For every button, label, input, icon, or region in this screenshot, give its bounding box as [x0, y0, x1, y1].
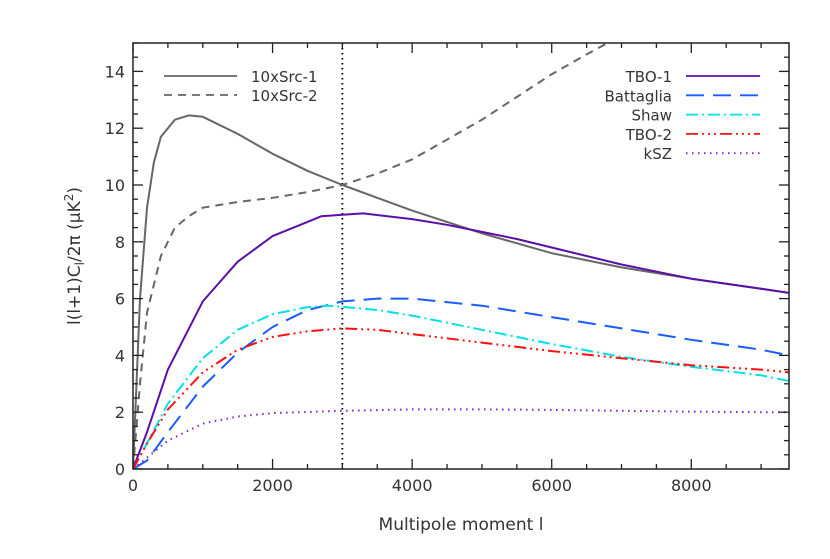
- y-axis-label: l(l+1)Cl/2π (μK2): [62, 187, 87, 325]
- x-tick-label: 6000: [531, 476, 572, 495]
- y-tick-label: 8: [115, 233, 125, 252]
- legend-label: Shaw: [632, 107, 673, 125]
- y-tick-label: 12: [105, 119, 125, 138]
- series-line-shaw: [133, 304, 789, 469]
- legend-entry-tbo-1: TBO-1: [625, 68, 760, 86]
- x-tick-label: 0: [128, 476, 138, 495]
- x-axis-label: Multipole moment l: [379, 515, 544, 535]
- legend-entry-battaglia: Battaglia: [605, 87, 760, 105]
- x-tick-label: 8000: [671, 476, 712, 495]
- y-tick-label: 6: [115, 290, 125, 309]
- y-tick-label: 0: [115, 460, 125, 479]
- y-tick-label: 2: [115, 403, 125, 422]
- legend-label: TBO-1: [625, 68, 672, 86]
- legend-entry-shaw: Shaw: [632, 107, 760, 125]
- legend-entry-10xsrc-2: 10xSrc-2: [164, 87, 318, 105]
- series-line-tbo-2: [133, 327, 789, 469]
- series-line-10xsrc-2: [133, 43, 609, 469]
- series-line-tbo-1: [133, 212, 789, 469]
- legend-entry-10xsrc-1: 10xSrc-1: [164, 68, 318, 86]
- legend-label: 10xSrc-2: [251, 87, 318, 105]
- series-line-battaglia: [133, 297, 789, 469]
- x-tick-label: 2000: [252, 476, 293, 495]
- series-line-ksz: [133, 408, 789, 469]
- legend-label: Battaglia: [605, 87, 673, 105]
- legend-label: 10xSrc-1: [251, 68, 318, 86]
- y-tick-label: 4: [115, 346, 125, 365]
- legend-label: kSZ: [644, 145, 672, 163]
- legend-entry-tbo-2: TBO-2: [625, 126, 760, 144]
- x-tick-label: 4000: [392, 476, 433, 495]
- y-tick-label: 10: [105, 176, 125, 195]
- legend-label: TBO-2: [625, 126, 672, 144]
- y-tick-label: 14: [105, 62, 125, 81]
- series-line-10xsrc-1: [133, 114, 789, 469]
- plot-frame: [132, 42, 790, 470]
- legend-entry-ksz: kSZ: [644, 145, 760, 163]
